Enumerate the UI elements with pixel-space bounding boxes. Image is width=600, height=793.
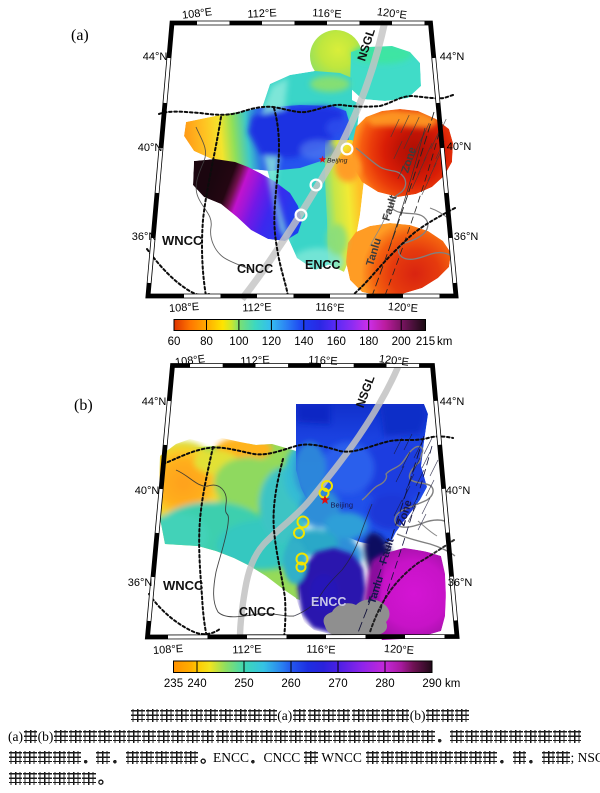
- svg-text:CNCC: CNCC: [239, 605, 275, 619]
- svg-text:116°E: 116°E: [308, 354, 338, 368]
- svg-text:112°E: 112°E: [247, 7, 277, 21]
- svg-text:40°N: 40°N: [447, 141, 472, 153]
- svg-text:40°N: 40°N: [446, 485, 471, 497]
- svg-text:116°E: 116°E: [306, 643, 336, 656]
- svg-text:44°N: 44°N: [440, 396, 465, 408]
- svg-text:ENCC: ENCC: [311, 595, 346, 609]
- svg-text:108°E: 108°E: [169, 301, 200, 315]
- svg-text:108°E: 108°E: [174, 353, 205, 369]
- svg-text:44°N: 44°N: [142, 396, 167, 408]
- svg-text:40°N: 40°N: [138, 142, 163, 154]
- svg-text:120: 120: [262, 336, 281, 348]
- svg-text:140: 140: [294, 336, 313, 348]
- svg-text:120°E: 120°E: [378, 353, 409, 369]
- svg-text:60: 60: [168, 336, 181, 348]
- svg-text:36°N: 36°N: [132, 231, 157, 243]
- svg-text:160: 160: [327, 336, 346, 348]
- svg-text:180: 180: [359, 336, 378, 348]
- svg-text:112°E: 112°E: [240, 354, 270, 368]
- svg-text:270: 270: [328, 678, 347, 690]
- svg-text:km: km: [445, 678, 460, 690]
- svg-text:Beijing: Beijing: [331, 501, 354, 510]
- svg-text:120°E: 120°E: [376, 6, 407, 22]
- svg-text:100: 100: [229, 336, 248, 348]
- svg-text:WNCC: WNCC: [162, 233, 203, 248]
- svg-text:36°N: 36°N: [128, 577, 153, 589]
- svg-text:235: 235: [164, 678, 183, 690]
- svg-text:116°E: 116°E: [312, 7, 342, 21]
- svg-text:44°N: 44°N: [143, 51, 168, 63]
- svg-text:108°E: 108°E: [181, 6, 212, 22]
- svg-text:112°E: 112°E: [242, 301, 272, 314]
- svg-text:Beijing: Beijing: [327, 158, 348, 165]
- svg-text:215: 215: [416, 336, 435, 348]
- svg-text:WNCC: WNCC: [163, 578, 204, 593]
- svg-text:240: 240: [187, 678, 206, 690]
- svg-text:260: 260: [281, 678, 300, 690]
- svg-text:250: 250: [234, 678, 253, 690]
- svg-text:112°E: 112°E: [232, 643, 262, 656]
- svg-text:290: 290: [422, 678, 441, 690]
- svg-text:36°N: 36°N: [454, 231, 479, 243]
- svg-text:44°N: 44°N: [440, 51, 465, 63]
- svg-text:Fault: Fault: [381, 193, 400, 222]
- svg-text:km: km: [437, 336, 452, 348]
- svg-text:36°N: 36°N: [448, 577, 473, 589]
- svg-text:200: 200: [392, 336, 411, 348]
- svg-text:280: 280: [375, 678, 394, 690]
- svg-text:80: 80: [200, 336, 213, 348]
- svg-text:120°E: 120°E: [384, 643, 415, 657]
- svg-text:ENCC: ENCC: [305, 258, 340, 272]
- svg-text:116°E: 116°E: [315, 301, 345, 314]
- svg-text:40°N: 40°N: [135, 485, 160, 497]
- svg-text:108°E: 108°E: [153, 643, 184, 657]
- svg-text:120°E: 120°E: [388, 301, 419, 315]
- svg-text:CNCC: CNCC: [237, 262, 273, 276]
